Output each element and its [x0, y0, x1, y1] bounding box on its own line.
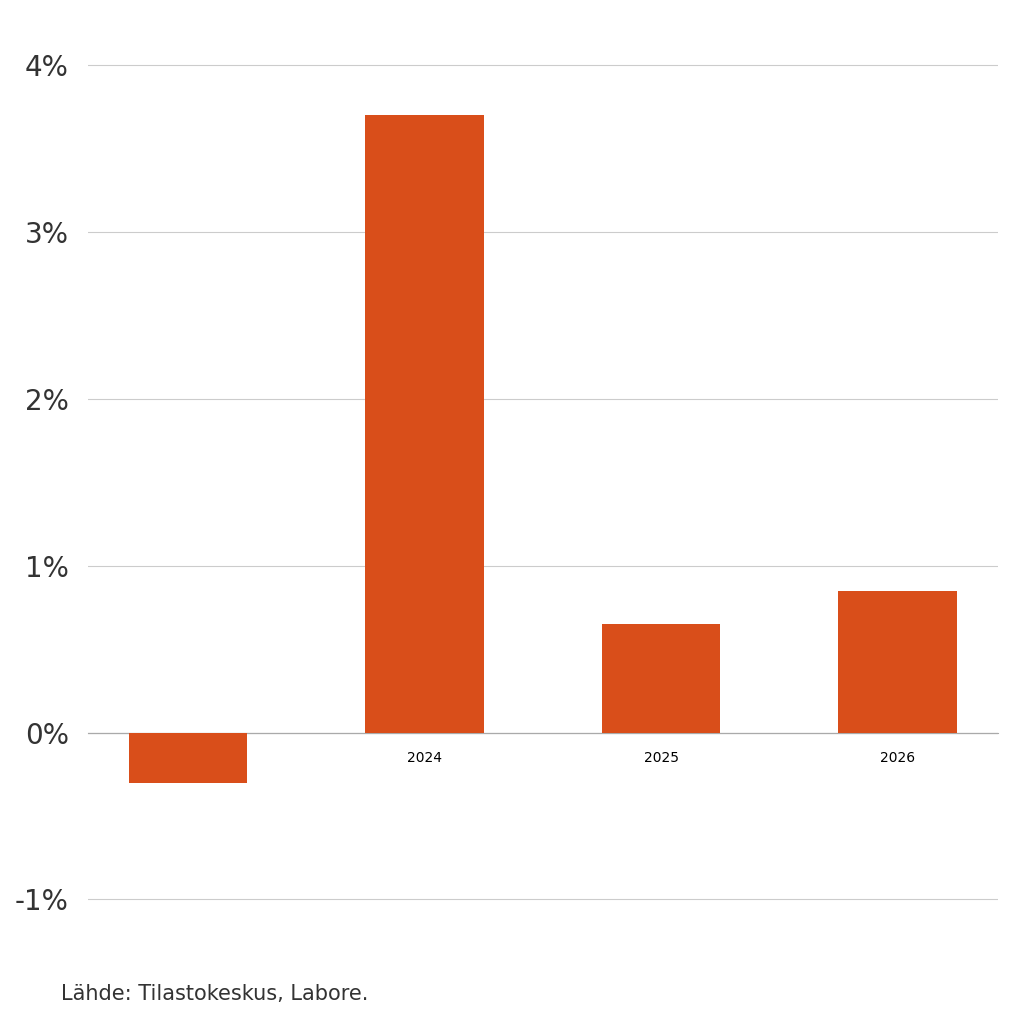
Bar — [366, 115, 483, 732]
Bar — [839, 591, 956, 732]
Bar — [129, 732, 247, 782]
Bar — [602, 624, 720, 732]
Text: Lähde: Tilastokeskus, Labore.: Lähde: Tilastokeskus, Labore. — [61, 983, 368, 1004]
